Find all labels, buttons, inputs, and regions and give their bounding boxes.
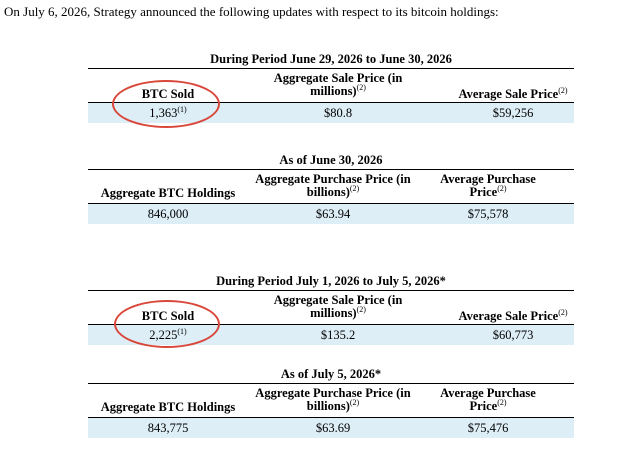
average-sale-price-value: $60,773	[492, 328, 534, 342]
aggregate-sale-price-value: $80.8	[323, 106, 353, 120]
average-sale-price-value: $59,256	[492, 106, 534, 120]
header-average-purchase-price: Average Purchase Price(2)	[440, 172, 536, 199]
header-aggregate-sale-price: Aggregate Sale Price (in millions)(2)	[273, 71, 403, 98]
table-row: 846,000 $63.94 $75,578	[88, 204, 574, 224]
header-average-sale-price: Average Sale Price(2)	[458, 307, 568, 323]
table-row: 843,775 $63.69 $75,476	[88, 418, 574, 438]
intro-text: On July 6, 2026, Strategy announced the …	[4, 4, 499, 19]
table-rule	[88, 290, 574, 291]
average-purchase-price-value: $75,476	[467, 421, 509, 435]
table-title: As of July 5, 2026*	[280, 367, 382, 381]
aggregate-sale-price-value: $135.2	[320, 328, 356, 342]
table-rule	[88, 169, 574, 170]
sales-table-june: During Period June 29, 2026 to June 30, …	[88, 52, 574, 124]
aggregate-purchase-price-value: $63.69	[315, 421, 351, 435]
table-rule	[88, 102, 574, 103]
header-average-purchase-price: Average Purchase Price(2)	[440, 386, 536, 413]
table-title: As of June 30, 2026	[279, 153, 383, 167]
header-aggregate-purchase-price: Aggregate Purchase Price (in billions)(2…	[255, 386, 411, 413]
btc-holdings-value: 846,000	[147, 207, 189, 221]
table-title: During Period July 1, 2026 to July 5, 20…	[216, 274, 446, 288]
table-rule	[88, 417, 574, 418]
btc-sold-value: 2,225(1)	[149, 326, 187, 342]
table-row: 1,363(1) $80.8 $59,256	[88, 103, 574, 123]
btc-sold-value: 1,363(1)	[149, 104, 187, 120]
holdings-table-july: As of July 5, 2026* Aggregate BTC Holdin…	[88, 367, 574, 439]
holdings-table-june: As of June 30, 2026 Aggregate BTC Holdin…	[88, 153, 574, 225]
table-rule	[88, 203, 574, 204]
header-btc-sold: BTC Sold	[141, 87, 195, 101]
table-row: 2,225(1) $135.2 $60,773	[88, 325, 574, 345]
header-aggregate-btc-holdings: Aggregate BTC Holdings	[100, 186, 236, 200]
average-purchase-price-value: $75,578	[467, 207, 509, 221]
header-aggregate-btc-holdings: Aggregate BTC Holdings	[100, 400, 236, 414]
aggregate-purchase-price-value: $63.94	[315, 207, 351, 221]
header-average-sale-price: Average Sale Price(2)	[458, 85, 568, 101]
sales-table-july: During Period July 1, 2026 to July 5, 20…	[88, 274, 574, 346]
table-title: During Period June 29, 2026 to June 30, …	[210, 52, 452, 66]
table-rule	[88, 324, 574, 325]
header-btc-sold: BTC Sold	[141, 309, 195, 323]
btc-holdings-value: 843,775	[147, 421, 189, 435]
header-aggregate-sale-price: Aggregate Sale Price (in millions)(2)	[273, 293, 403, 320]
table-rule	[88, 383, 574, 384]
header-aggregate-purchase-price: Aggregate Purchase Price (in billions)(2…	[255, 172, 411, 199]
table-rule	[88, 68, 574, 69]
